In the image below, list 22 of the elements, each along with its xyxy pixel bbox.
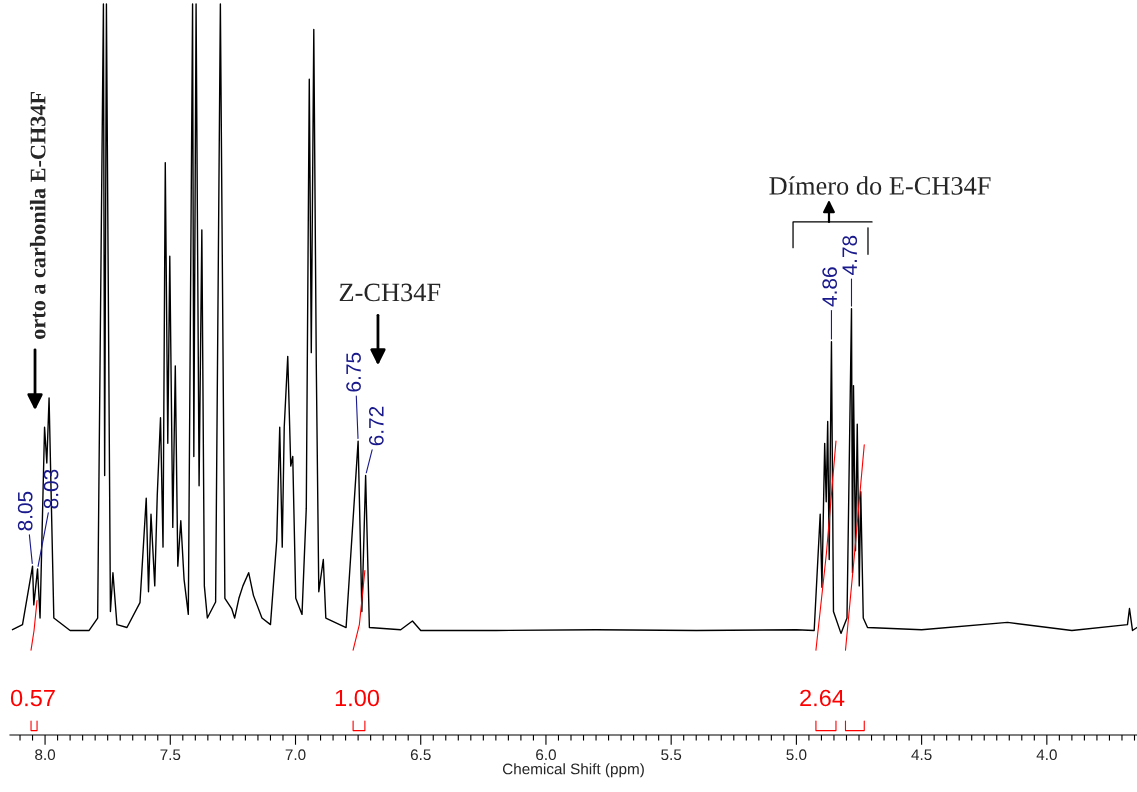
annotation: 6.72: [368, 406, 384, 446]
x-tick-label: 4.0: [1036, 749, 1057, 761]
annotation: 6.75: [346, 352, 361, 392]
x-tick-label: 4.5: [911, 749, 932, 761]
annotation: 8.05: [17, 491, 33, 531]
annotation: Z-CH34F: [339, 283, 441, 302]
x-tick-label: 6.5: [410, 749, 431, 761]
annotation: 4.86: [822, 267, 838, 307]
x-tick-label: 5.0: [786, 749, 807, 761]
x-tick-label: 6.0: [536, 749, 556, 761]
annotation: 8.03: [43, 469, 59, 509]
x-tick-label: 5.5: [661, 749, 682, 761]
x-tick-label: 8.0: [35, 749, 56, 761]
annotation: 2.64: [800, 689, 845, 707]
x-axis-title: Chemical Shift (ppm): [502, 763, 644, 778]
x-tick-label: 7.5: [160, 749, 181, 761]
annotation: orto a carbonila E-CH34F: [29, 92, 46, 339]
annotation: 0.57: [10, 689, 55, 707]
annotation: 4.78: [842, 235, 858, 275]
annotation: Dímero do E-CH34F: [769, 176, 991, 195]
x-tick-label: 7.0: [285, 749, 306, 761]
annotation: 1.00: [335, 689, 380, 707]
